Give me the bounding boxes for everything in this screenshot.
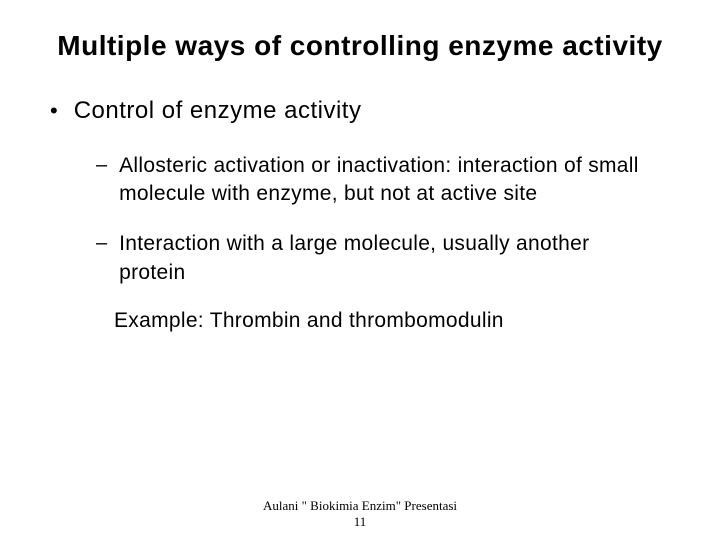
- sub-bullet-item: – Interaction with a large molecule, usu…: [96, 230, 654, 287]
- footer-line2-page-number: 11: [0, 514, 720, 530]
- bullet-dot-icon: •: [50, 97, 58, 126]
- bullet-level1: • Control of enzyme activity: [50, 97, 684, 126]
- example-text: Example: Thrombin and thrombomodulin: [114, 309, 654, 333]
- sub-bullet-text: Allosteric activation or inactivation: i…: [119, 152, 654, 209]
- slide-title: Multiple ways of controlling enzyme acti…: [36, 28, 684, 63]
- sub-bullet-list: – Allosteric activation or inactivation:…: [96, 152, 654, 287]
- footer-line1: Aulani " Biokimia Enzim" Presentasi: [0, 498, 720, 514]
- slide-footer: Aulani " Biokimia Enzim" Presentasi 11: [0, 498, 720, 531]
- slide: Multiple ways of controlling enzyme acti…: [0, 0, 720, 540]
- sub-bullet-text: Interaction with a large molecule, usual…: [119, 230, 654, 287]
- dash-icon: –: [96, 230, 107, 257]
- bullet-level1-text: Control of enzyme activity: [74, 97, 362, 125]
- dash-icon: –: [96, 152, 107, 179]
- sub-bullet-item: – Allosteric activation or inactivation:…: [96, 152, 654, 209]
